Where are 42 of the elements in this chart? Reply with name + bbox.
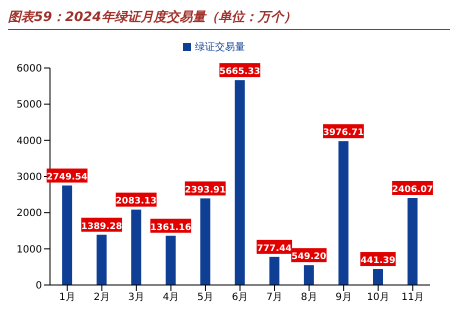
bar: [62, 186, 72, 285]
x-tick-label: 1月: [59, 292, 76, 304]
x-tick-label: 8月: [300, 292, 318, 304]
chart-title: 图表59：2024年绿证月度交易量（单位：万个）: [8, 8, 450, 30]
bar: [408, 198, 418, 285]
bar: [269, 256, 280, 285]
bar: [131, 210, 142, 285]
x-tick-label: 2月: [94, 292, 110, 304]
x-tick-label: 5月: [197, 292, 214, 304]
text: 3976.71: [322, 128, 364, 138]
bar: [200, 198, 210, 285]
text: 549.20: [292, 252, 326, 262]
y-tick-label: 5000: [16, 100, 42, 111]
text: 2749.54: [46, 172, 88, 183]
text: 1361.16: [150, 222, 192, 233]
x-tick-label: 9月: [335, 292, 352, 304]
text: 2393.91: [184, 185, 226, 196]
text: 777.44: [256, 244, 292, 254]
x-tick-label: 3月: [128, 292, 145, 304]
bar: [304, 265, 314, 285]
y-tick-label: 2000: [16, 208, 42, 220]
bar: [166, 236, 176, 285]
y-tick-label: 1000: [16, 244, 42, 256]
bar: [373, 269, 383, 285]
x-tick-label: 10月: [366, 292, 390, 304]
bar: [96, 234, 107, 285]
y-tick-label: 0: [36, 280, 42, 292]
y-tick-label: 6000: [16, 64, 42, 75]
x-tick-label: 11月: [401, 292, 424, 304]
y-tick-label: 4000: [16, 136, 42, 147]
text: 2083.13: [116, 196, 157, 207]
x-tick-label: 4月: [162, 292, 180, 304]
text: 1389.28: [81, 222, 122, 232]
legend-label: 绿证交易量: [195, 42, 245, 53]
text: 441.39: [360, 256, 396, 266]
x-tick-label: 7月: [266, 292, 283, 304]
bar: [234, 80, 245, 285]
x-tick-label: 6月: [232, 292, 248, 304]
text: 2406.07: [392, 184, 434, 195]
y-tick-label: 3000: [16, 172, 42, 184]
text: 5665.33: [219, 67, 260, 78]
bar: [338, 141, 348, 285]
